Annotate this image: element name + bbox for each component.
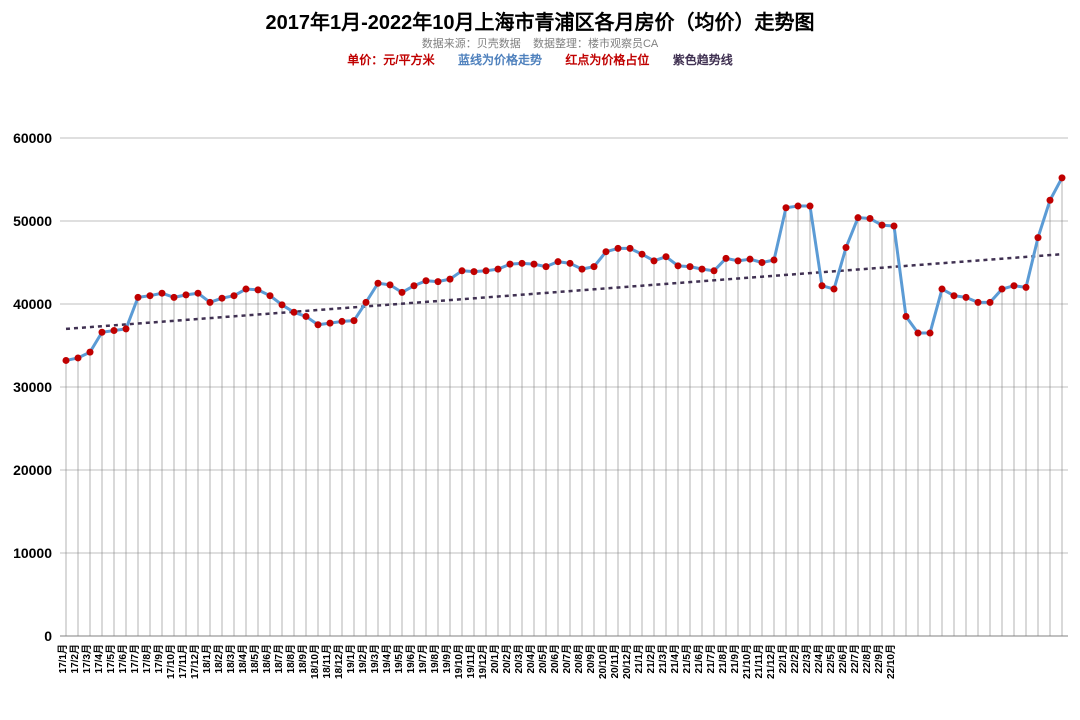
svg-text:20/5月: 20/5月 bbox=[537, 644, 549, 673]
chart-subtitle: 数据来源：贝壳数据 数据整理：楼市观察员CA bbox=[0, 35, 1080, 51]
svg-text:17/11月: 17/11月 bbox=[177, 644, 189, 678]
svg-text:18/4月: 18/4月 bbox=[237, 644, 249, 673]
svg-text:17/5月: 17/5月 bbox=[105, 644, 117, 673]
svg-text:21/4月: 21/4月 bbox=[669, 644, 681, 673]
svg-text:22/3月: 22/3月 bbox=[801, 644, 813, 673]
chart-container: 2017年1月-2022年10月上海市青浦区各月房价（均价）走势图 数据来源：贝… bbox=[0, 0, 1080, 652]
svg-text:17/4月: 17/4月 bbox=[93, 644, 105, 673]
svg-text:19/11月: 19/11月 bbox=[465, 644, 477, 678]
svg-text:19/7月: 19/7月 bbox=[417, 644, 429, 673]
svg-text:19/6月: 19/6月 bbox=[405, 644, 417, 673]
svg-text:21/5月: 21/5月 bbox=[681, 644, 693, 673]
svg-text:0: 0 bbox=[44, 628, 52, 644]
svg-text:18/8月: 18/8月 bbox=[285, 644, 297, 673]
svg-text:20/4月: 20/4月 bbox=[525, 644, 537, 673]
svg-text:17/12月: 17/12月 bbox=[189, 644, 201, 679]
svg-text:20/9月: 20/9月 bbox=[585, 644, 597, 673]
svg-text:17/8月: 17/8月 bbox=[141, 644, 153, 673]
svg-text:19/1月: 19/1月 bbox=[345, 644, 357, 673]
svg-text:17/2月: 17/2月 bbox=[69, 644, 81, 673]
svg-text:20/6月: 20/6月 bbox=[549, 644, 561, 673]
svg-text:20/1月: 20/1月 bbox=[489, 644, 501, 673]
svg-text:17/1月: 17/1月 bbox=[57, 644, 69, 673]
chart-plot: 0 10000 20000 30000 40000 50000 60000 17/1月17/2… bbox=[0, 68, 1080, 720]
svg-text:17/3月: 17/3月 bbox=[81, 644, 93, 673]
svg-text:22/9月: 22/9月 bbox=[873, 644, 885, 673]
svg-text:19/5月: 19/5月 bbox=[393, 644, 405, 673]
svg-text:60000: 60000 bbox=[13, 130, 52, 146]
svg-text:18/5月: 18/5月 bbox=[249, 644, 261, 673]
svg-text:21/9月: 21/9月 bbox=[729, 644, 741, 673]
svg-text:21/7月: 21/7月 bbox=[705, 644, 717, 673]
svg-text:17/9月: 17/9月 bbox=[153, 644, 165, 673]
svg-text:21/12月: 21/12月 bbox=[765, 644, 777, 679]
svg-text:19/8月: 19/8月 bbox=[429, 644, 441, 673]
svg-text:17/6月: 17/6月 bbox=[117, 644, 129, 673]
svg-text:21/3月: 21/3月 bbox=[657, 644, 669, 673]
svg-text:22/5月: 22/5月 bbox=[825, 644, 837, 673]
svg-text:19/9月: 19/9月 bbox=[441, 644, 453, 673]
svg-text:20/11月: 20/11月 bbox=[609, 644, 621, 678]
svg-text:18/7月: 18/7月 bbox=[273, 644, 285, 673]
svg-text:18/3月: 18/3月 bbox=[225, 644, 237, 673]
svg-text:19/2月: 19/2月 bbox=[357, 644, 369, 673]
svg-text:21/11月: 21/11月 bbox=[753, 644, 765, 678]
svg-text:22/8月: 22/8月 bbox=[861, 644, 873, 673]
svg-text:18/6月: 18/6月 bbox=[261, 644, 273, 673]
svg-text:18/10月: 18/10月 bbox=[309, 644, 321, 679]
svg-text:20/10月: 20/10月 bbox=[597, 644, 609, 679]
subtitle-source: 数据来源：贝壳数据 bbox=[422, 38, 521, 50]
svg-text:19/10月: 19/10月 bbox=[453, 644, 465, 679]
svg-text:18/1月: 18/1月 bbox=[201, 644, 213, 673]
svg-text:40000: 40000 bbox=[13, 296, 52, 312]
svg-text:20/8月: 20/8月 bbox=[573, 644, 585, 673]
svg-text:22/10月: 22/10月 bbox=[885, 644, 897, 679]
svg-text:17/10月: 17/10月 bbox=[165, 644, 177, 679]
svg-text:22/6月: 22/6月 bbox=[837, 644, 849, 673]
svg-text:22/4月: 22/4月 bbox=[813, 644, 825, 673]
subtitle-editor: 数据整理：楼市观察员CA bbox=[533, 38, 658, 50]
svg-text:20000: 20000 bbox=[13, 462, 52, 478]
svg-text:21/1月: 21/1月 bbox=[633, 644, 645, 673]
svg-text:21/6月: 21/6月 bbox=[693, 644, 705, 673]
svg-text:20/2月: 20/2月 bbox=[501, 644, 513, 673]
svg-text:19/3月: 19/3月 bbox=[369, 644, 381, 673]
svg-text:20/12月: 20/12月 bbox=[621, 644, 633, 679]
svg-text:20/3月: 20/3月 bbox=[513, 644, 525, 673]
svg-text:20/7月: 20/7月 bbox=[561, 644, 573, 673]
svg-text:17/7月: 17/7月 bbox=[129, 644, 141, 673]
svg-text:18/2月: 18/2月 bbox=[213, 644, 225, 673]
chart-legend: 单价：元/平方米 蓝线为价格走势 红点为价格占位 紫色趋势线 bbox=[0, 51, 1080, 68]
legend-purple: 紫色趋势线 bbox=[673, 53, 733, 67]
svg-text:18/12月: 18/12月 bbox=[333, 644, 345, 679]
svg-text:30000: 30000 bbox=[13, 379, 52, 395]
svg-text:10000: 10000 bbox=[13, 545, 52, 561]
legend-unit: 单价：元/平方米 bbox=[347, 53, 434, 67]
svg-text:21/2月: 21/2月 bbox=[645, 644, 657, 673]
svg-text:21/8月: 21/8月 bbox=[717, 644, 729, 673]
svg-text:18/9月: 18/9月 bbox=[297, 644, 309, 673]
chart-title: 2017年1月-2022年10月上海市青浦区各月房价（均价）走势图 bbox=[0, 0, 1080, 35]
svg-text:22/1月: 22/1月 bbox=[777, 644, 789, 673]
legend-blue: 蓝线为价格走势 bbox=[458, 53, 542, 67]
svg-text:19/12月: 19/12月 bbox=[477, 644, 489, 679]
svg-text:22/7月: 22/7月 bbox=[849, 644, 861, 673]
svg-text:50000: 50000 bbox=[13, 213, 52, 229]
svg-text:21/10月: 21/10月 bbox=[741, 644, 753, 679]
svg-text:18/11月: 18/11月 bbox=[321, 644, 333, 678]
legend-red: 红点为价格占位 bbox=[565, 53, 649, 67]
svg-text:22/2月: 22/2月 bbox=[789, 644, 801, 673]
svg-text:19/4月: 19/4月 bbox=[381, 644, 393, 673]
